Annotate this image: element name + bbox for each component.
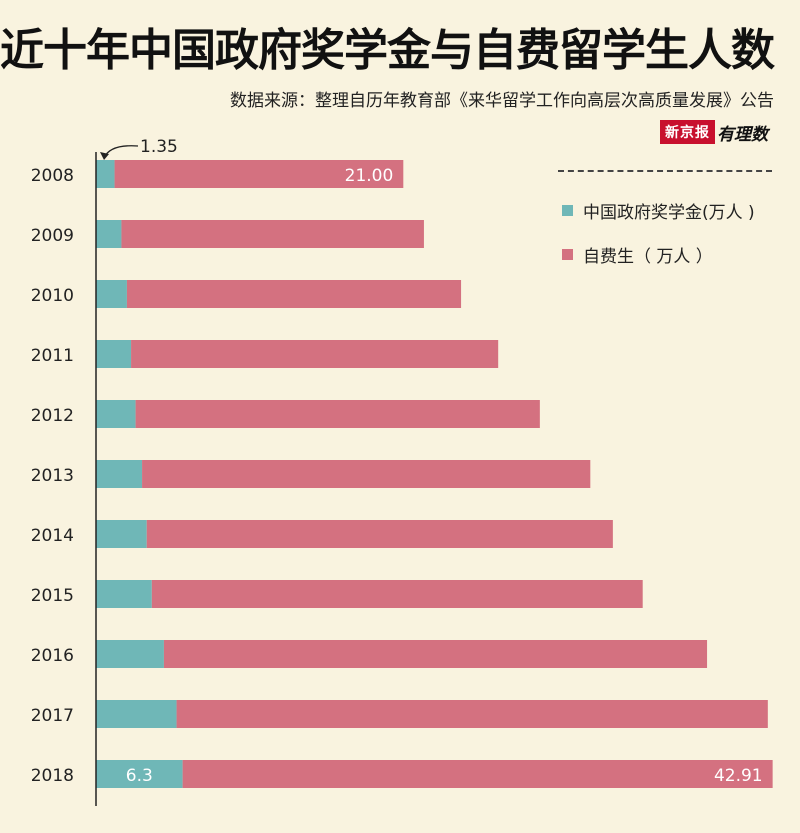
- bar-2013-self-funded: [142, 460, 591, 488]
- bar-2016-scholarship: [96, 640, 164, 668]
- data-label-2008-self-funded: 21.00: [345, 166, 394, 186]
- bar-2016-self-funded: [163, 640, 708, 668]
- bar-2008-scholarship: [96, 160, 115, 188]
- bar-2010-scholarship: [96, 280, 127, 308]
- data-label-2018-self-funded: 42.91: [714, 766, 763, 786]
- bar-2011-scholarship: [96, 340, 132, 368]
- bar-2018-scholarship: [96, 760, 183, 788]
- legend-item-self-funded: 自费生（ 万人 ）: [562, 242, 713, 267]
- y-tick-label-2014: 2014: [31, 526, 74, 546]
- brand-logo: 新京报 有理数: [660, 120, 768, 145]
- legend-swatch-scholarship: [562, 205, 573, 216]
- legend-label-self-funded: 自费生（ 万人 ）: [583, 247, 713, 267]
- legend-item-scholarship: 中国政府奖学金(万人 ): [562, 198, 755, 223]
- y-tick-label-2010: 2010: [31, 286, 74, 306]
- bar-2015-self-funded: [151, 580, 643, 608]
- bar-2014-scholarship: [96, 520, 147, 548]
- bar-2017-scholarship: [96, 700, 177, 728]
- y-tick-label-2012: 2012: [31, 406, 74, 426]
- bar-2009-scholarship: [96, 220, 122, 248]
- y-tick-label-2018: 2018: [31, 766, 74, 786]
- brand-sub: 有理数: [717, 124, 768, 145]
- chart-title: 近十年中国政府奖学金与自费留学生人数: [0, 25, 775, 76]
- legend-label-scholarship: 中国政府奖学金(万人 ): [583, 203, 755, 223]
- bar-2011-self-funded: [131, 340, 499, 368]
- y-tick-label-2011: 2011: [31, 346, 74, 366]
- bar-2013-scholarship: [96, 460, 143, 488]
- bar-2015-scholarship: [96, 580, 152, 608]
- data-label-pointer: [103, 145, 139, 159]
- data-label-2008-scholarship: 1.35: [140, 137, 178, 157]
- legend-divider: [558, 170, 772, 172]
- bar-2012-scholarship: [96, 400, 136, 428]
- bar-2008-self-funded: [114, 160, 404, 188]
- bar-2014-self-funded: [146, 520, 613, 548]
- bar-2018-self-funded: [182, 760, 773, 788]
- data-label-pointer-arrowhead: [100, 152, 109, 160]
- y-tick-label-2009: 2009: [31, 226, 74, 246]
- data-label-2018-scholarship: 6.3: [126, 766, 153, 786]
- y-tick-label-2015: 2015: [31, 586, 74, 606]
- y-tick-label-2013: 2013: [31, 466, 74, 486]
- bar-2009-self-funded: [121, 220, 424, 248]
- bar-2010-self-funded: [126, 280, 462, 308]
- legend-swatch-self-funded: [562, 249, 573, 260]
- y-tick-label-2016: 2016: [31, 646, 74, 666]
- bar-2017-self-funded: [176, 700, 768, 728]
- y-tick-label-2008: 2008: [31, 166, 74, 186]
- y-tick-label-2017: 2017: [31, 706, 74, 726]
- bar-2012-self-funded: [135, 400, 540, 428]
- data-source: 数据来源：整理自历年教育部《来华留学工作向高层次高质量发展》公告: [230, 91, 774, 111]
- brand-name: 新京报: [660, 120, 715, 144]
